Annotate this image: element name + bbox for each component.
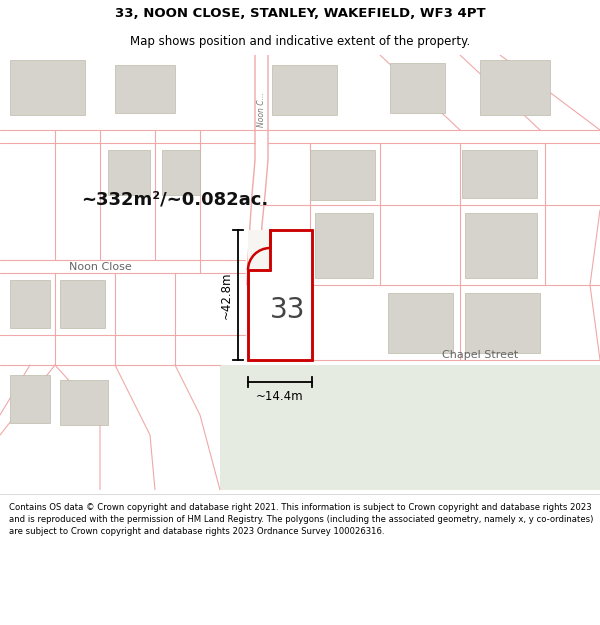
Text: Chapel Street: Chapel Street <box>442 350 518 360</box>
Text: 33: 33 <box>270 296 306 324</box>
Bar <box>10 60 85 115</box>
Bar <box>465 293 540 353</box>
Text: Contains OS data © Crown copyright and database right 2021. This information is : Contains OS data © Crown copyright and d… <box>9 504 593 536</box>
Bar <box>315 213 373 278</box>
Text: Noon Close: Noon Close <box>68 262 131 272</box>
Bar <box>272 65 337 115</box>
Text: ~14.4m: ~14.4m <box>256 389 304 402</box>
Text: Map shows position and indicative extent of the property.: Map shows position and indicative extent… <box>130 35 470 48</box>
Bar <box>480 60 550 115</box>
Text: ~332m²/~0.082ac.: ~332m²/~0.082ac. <box>82 191 269 209</box>
Bar <box>108 150 150 195</box>
Bar <box>162 150 200 195</box>
Polygon shape <box>220 365 600 490</box>
Polygon shape <box>248 230 312 360</box>
Bar <box>465 213 537 278</box>
Text: ~42.8m: ~42.8m <box>220 271 233 319</box>
Bar <box>388 293 453 353</box>
Bar <box>390 63 445 113</box>
Polygon shape <box>248 230 270 270</box>
Bar <box>10 375 50 423</box>
Text: 33, NOON CLOSE, STANLEY, WAKEFIELD, WF3 4PT: 33, NOON CLOSE, STANLEY, WAKEFIELD, WF3 … <box>115 8 485 20</box>
Text: Noon C...: Noon C... <box>257 92 265 128</box>
Bar <box>60 280 105 328</box>
Bar <box>310 150 375 200</box>
Bar <box>115 65 175 113</box>
Bar <box>60 380 108 425</box>
Bar <box>462 150 537 198</box>
Bar <box>10 280 50 328</box>
